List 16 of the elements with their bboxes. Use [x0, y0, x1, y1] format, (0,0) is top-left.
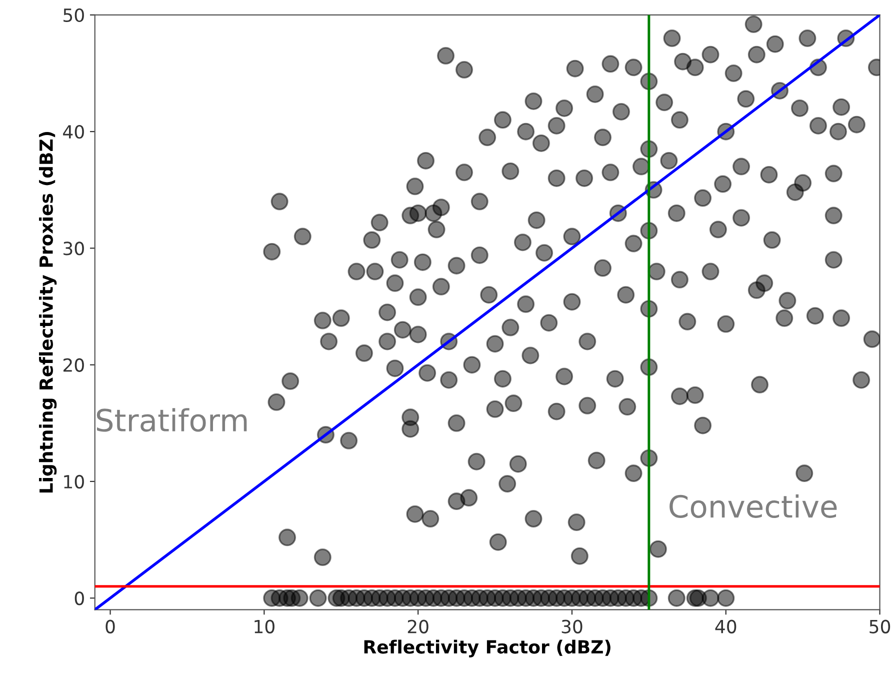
x-tick-label: 20: [408, 620, 428, 634]
y-tick-label: 50: [64, 8, 84, 22]
x-tick-label: 10: [254, 620, 274, 634]
x-axis-title: Reflectivity Factor (dBZ): [364, 640, 610, 658]
y-axis-title: Lightning Reflectivity Proxies (dBZ): [39, 132, 57, 493]
annotation: Convective: [670, 494, 837, 518]
x-tick-label: 50: [870, 620, 890, 634]
y-tick-label: 0: [74, 592, 84, 606]
x-tick-label: 40: [715, 620, 736, 634]
y-tick-label: 40: [63, 125, 84, 139]
x-tick-label: 30: [562, 620, 582, 634]
y-tick-label: 20: [63, 358, 84, 372]
x-tick-label: 0: [106, 620, 115, 634]
y-tick-label: 30: [64, 242, 84, 256]
annotation: Stratiform: [96, 408, 247, 432]
y-tick-label: 10: [64, 474, 84, 489]
